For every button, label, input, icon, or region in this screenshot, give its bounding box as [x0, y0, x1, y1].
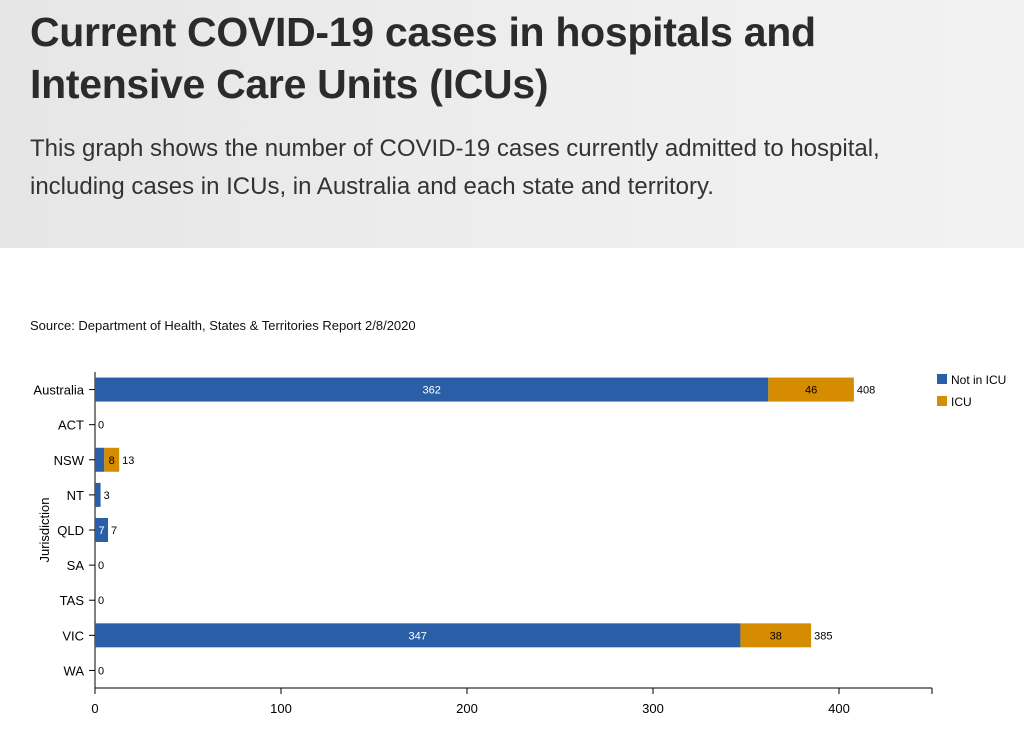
y-tick-label: VIC: [62, 628, 84, 643]
bar-segment-label: 362: [422, 385, 440, 397]
y-tick-label: Australia: [33, 383, 84, 398]
bar-not-in-icu: [95, 482, 101, 507]
bar-total-label: 385: [814, 630, 832, 642]
bar-total-label: 7: [111, 525, 117, 537]
source-note: Source: Department of Health, States & T…: [30, 318, 416, 333]
y-tick-label: ACT: [58, 418, 84, 433]
x-tick-label: 300: [642, 701, 664, 716]
bar-segment-label: 46: [805, 385, 817, 397]
bar-not-in-icu: [95, 447, 105, 472]
page-title: Current COVID-19 cases in hospitals and …: [30, 9, 816, 107]
bar-total-label: 3: [104, 490, 110, 502]
bar-total-label: 0: [98, 560, 104, 572]
y-tick-label: QLD: [57, 523, 84, 538]
bar-total-label: 13: [122, 455, 134, 467]
x-tick-label: 100: [270, 701, 292, 716]
header-banner: Current COVID-19 cases in hospitals and …: [0, 0, 1024, 248]
bar-not-in-icu: [95, 518, 109, 542]
y-axis-title: Jurisdiction: [37, 497, 52, 562]
legend-label: Not in ICU: [951, 373, 1006, 387]
bar-segment-label: 347: [409, 630, 427, 642]
bar-not-in-icu: [95, 377, 769, 402]
bar-icu: [740, 623, 812, 648]
page-subtitle: This graph shows the number of COVID-19 …: [30, 135, 880, 200]
y-tick-label: SA: [67, 558, 85, 573]
bar-total-label: 0: [98, 595, 104, 607]
bar-segment-label: 8: [109, 455, 115, 467]
bar-total-label: 0: [98, 420, 104, 432]
bar-not-in-icu: [95, 623, 741, 648]
y-tick-label: WA: [64, 663, 85, 678]
bar-total-label: 408: [857, 385, 875, 397]
legend-swatch: [937, 396, 947, 406]
legend-swatch: [937, 374, 947, 384]
bar-total-label: 0: [98, 665, 104, 677]
legend-label: ICU: [951, 395, 972, 409]
y-tick-label: NT: [67, 488, 84, 503]
x-tick-label: 400: [828, 701, 850, 716]
bar-segment-label: 38: [770, 630, 782, 642]
bar-segment-label: 7: [98, 525, 104, 537]
bar-icu: [768, 377, 854, 402]
x-tick-label: 200: [456, 701, 478, 716]
x-tick-label: 0: [91, 701, 98, 716]
bar-icu: [104, 447, 120, 472]
y-tick-label: TAS: [60, 593, 85, 608]
y-tick-label: NSW: [54, 453, 85, 468]
